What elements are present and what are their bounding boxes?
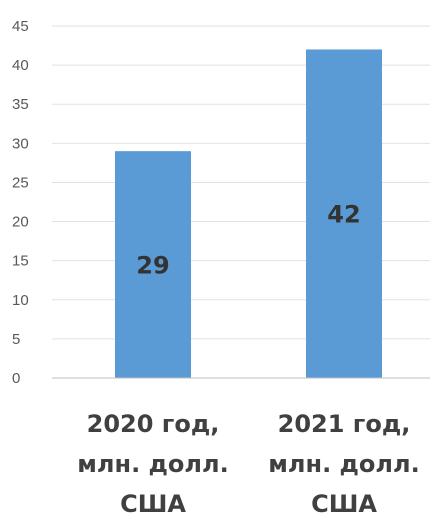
y-tick-label: 45 <box>12 18 29 35</box>
x-category-label: 2021 год, <box>278 410 411 438</box>
y-tick-label: 5 <box>12 331 20 348</box>
bar <box>306 49 382 378</box>
x-category-label: млн. долл. <box>77 450 228 478</box>
y-tick-label: 20 <box>12 214 29 231</box>
bar-value-label: 42 <box>327 201 360 229</box>
y-tick-label: 35 <box>12 96 29 113</box>
data-labels: 29 42 <box>136 201 360 280</box>
x-category-label: США <box>311 490 377 518</box>
bar-value-label: 29 <box>136 252 169 280</box>
category-labels: 2020 год, млн. долл. США 2021 год, млн. долл… <box>77 410 419 518</box>
x-category-label: 2020 год, <box>87 410 220 438</box>
y-axis-tick-labels: 0 5 10 15 20 25 30 35 40 45 <box>12 18 29 387</box>
x-category-label: США <box>120 490 186 518</box>
bars <box>115 49 382 378</box>
y-tick-label: 25 <box>12 174 29 191</box>
x-category-label: млн. долл. <box>268 450 419 478</box>
y-tick-label: 40 <box>12 57 29 74</box>
bar <box>115 151 191 378</box>
y-tick-label: 30 <box>12 135 29 152</box>
y-tick-label: 15 <box>12 253 29 270</box>
y-tick-label: 0 <box>12 370 20 387</box>
y-tick-label: 10 <box>12 292 29 309</box>
